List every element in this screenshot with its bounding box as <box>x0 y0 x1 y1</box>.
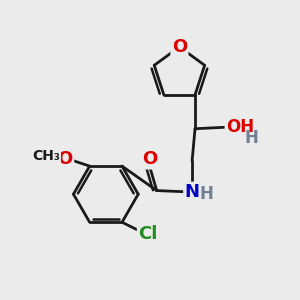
Text: Cl: Cl <box>138 225 158 243</box>
Text: O: O <box>58 150 73 168</box>
Text: CH₃: CH₃ <box>32 149 60 163</box>
Text: N: N <box>184 183 200 201</box>
Text: O: O <box>172 38 187 56</box>
Text: O: O <box>142 150 157 168</box>
Text: H: H <box>200 185 214 203</box>
Text: H: H <box>244 129 258 147</box>
Text: OH: OH <box>226 118 254 136</box>
